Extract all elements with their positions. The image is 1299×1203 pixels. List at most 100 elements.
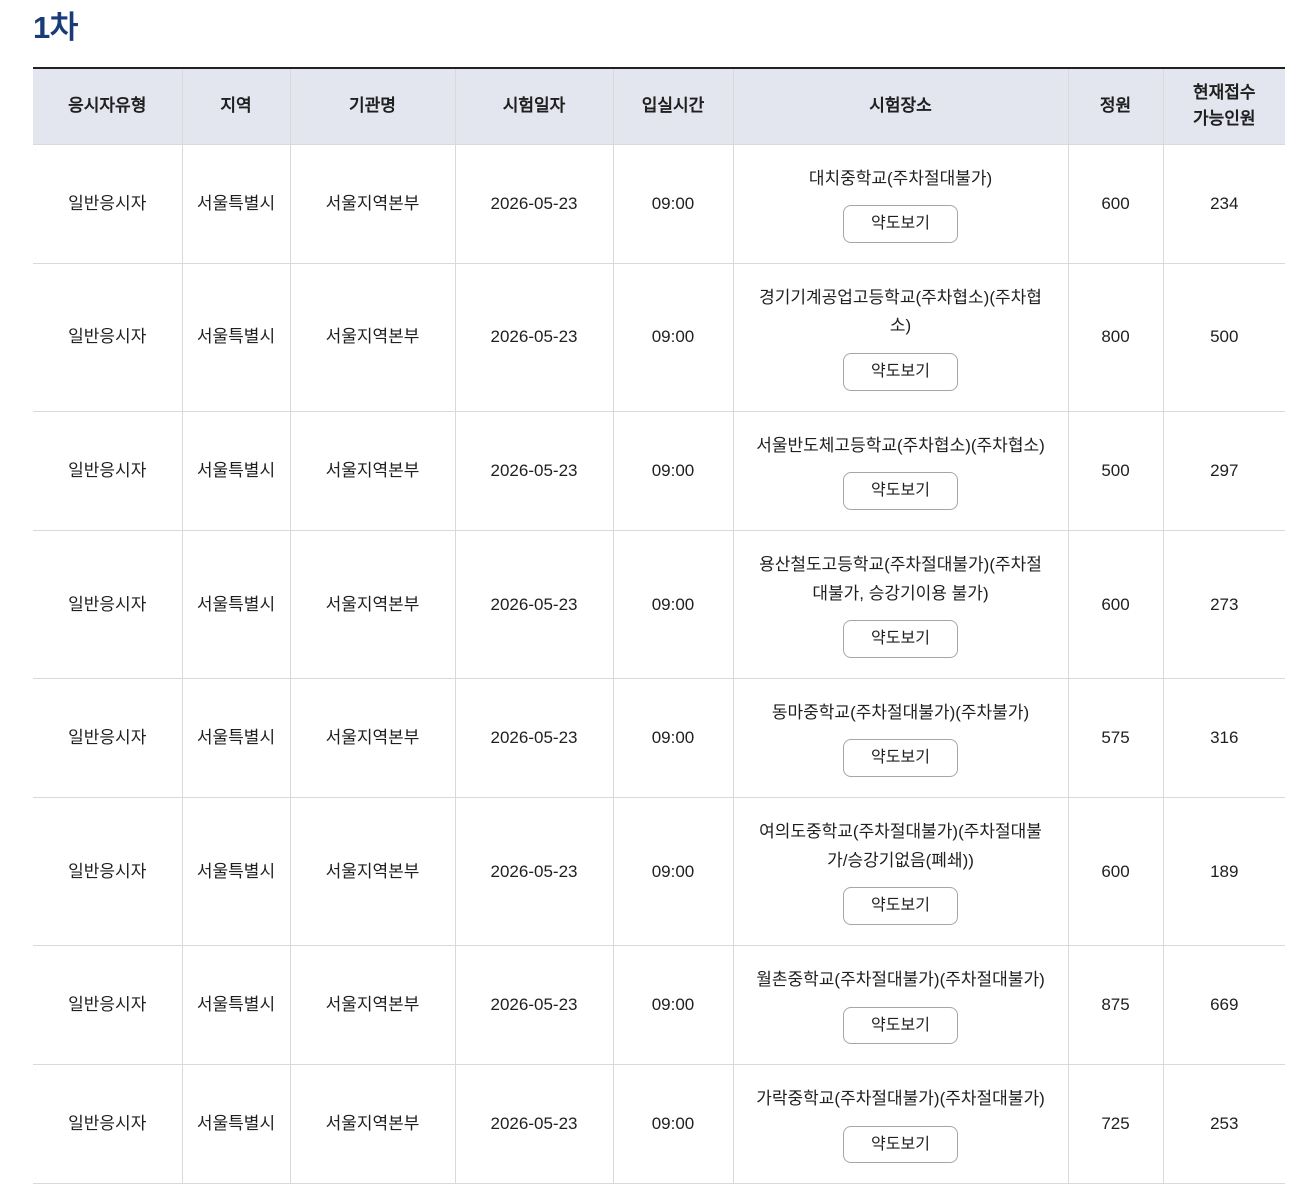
exam-location-name: 서울반도체고등학교(주차협소)(주차협소)	[756, 435, 1045, 455]
exam-location-name: 경기기계공업고등학교(주차협소)(주차협소)	[759, 287, 1042, 336]
cell-capacity: 600	[1067, 529, 1164, 679]
cell-exam-date: 2026-05-23	[454, 262, 614, 412]
cell-exam-date: 2026-05-23	[454, 796, 614, 946]
exam-location-name: 대치중학교(주차절대불가)	[808, 168, 993, 188]
cell-applicant-type: 일반응시자	[33, 944, 183, 1065]
cell-exam-location: 여의도중학교(주차절대불가)(주차절대불가/승강기없음(폐쇄)) 약도보기	[732, 796, 1069, 946]
cell-applicant-type: 일반응시자	[33, 410, 183, 531]
exam-location-name: 월촌중학교(주차절대불가)(주차절대불가)	[756, 969, 1045, 989]
table-header: 응시자유형 지역 기관명 시험일자 입실시간 시험장소 정원 현재접수 가능인원	[33, 68, 1285, 145]
cell-entry-time: 09:00	[612, 410, 734, 531]
map-view-button[interactable]: 약도보기	[843, 1125, 958, 1163]
table-row: 일반응시자 서울특별시 서울지역본부 2026-05-23 09:00 동마중학…	[33, 677, 1285, 798]
cell-organization: 서울지역본부	[289, 677, 456, 798]
cell-region: 서울특별시	[181, 529, 291, 679]
cell-organization: 서울지역본부	[289, 944, 456, 1065]
cell-organization: 서울지역본부	[289, 796, 456, 946]
cell-available: 189	[1162, 796, 1285, 946]
col-header-exam-location: 시험장소	[732, 68, 1069, 145]
cell-applicant-type: 일반응시자	[33, 796, 183, 946]
cell-region: 서울특별시	[181, 1063, 291, 1184]
header-row: 응시자유형 지역 기관명 시험일자 입실시간 시험장소 정원 현재접수 가능인원	[33, 68, 1285, 145]
exam-location-table: 응시자유형 지역 기관명 시험일자 입실시간 시험장소 정원 현재접수 가능인원…	[33, 67, 1285, 1184]
cell-capacity: 800	[1067, 262, 1164, 412]
cell-applicant-type: 일반응시자	[33, 529, 183, 679]
cell-exam-date: 2026-05-23	[454, 1063, 614, 1184]
map-view-button[interactable]: 약도보기	[843, 205, 958, 243]
cell-exam-location: 용산철도고등학교(주차절대불가)(주차절대불가, 승강기이용 불가) 약도보기	[732, 529, 1069, 679]
cell-organization: 서울지역본부	[289, 529, 456, 679]
col-header-exam-date: 시험일자	[454, 68, 614, 145]
cell-applicant-type: 일반응시자	[33, 1063, 183, 1184]
map-view-button[interactable]: 약도보기	[843, 1006, 958, 1044]
cell-entry-time: 09:00	[612, 944, 734, 1065]
cell-applicant-type: 일반응시자	[33, 262, 183, 412]
col-header-capacity: 정원	[1067, 68, 1164, 145]
cell-available: 297	[1162, 410, 1285, 531]
table-row: 일반응시자 서울특별시 서울지역본부 2026-05-23 09:00 여의도중…	[33, 796, 1285, 946]
cell-entry-time: 09:00	[612, 143, 734, 264]
cell-organization: 서울지역본부	[289, 262, 456, 412]
map-view-button[interactable]: 약도보기	[843, 887, 958, 925]
cell-region: 서울특별시	[181, 944, 291, 1065]
exam-location-name: 여의도중학교(주차절대불가)(주차절대불가/승강기없음(폐쇄))	[759, 821, 1042, 870]
cell-available: 316	[1162, 677, 1285, 798]
cell-entry-time: 09:00	[612, 677, 734, 798]
table-row: 일반응시자 서울특별시 서울지역본부 2026-05-23 09:00 가락중학…	[33, 1063, 1285, 1184]
table-row: 일반응시자 서울특별시 서울지역본부 2026-05-23 09:00 월촌중학…	[33, 944, 1285, 1065]
map-view-button[interactable]: 약도보기	[843, 353, 958, 391]
map-view-button[interactable]: 약도보기	[843, 739, 958, 777]
cell-organization: 서울지역본부	[289, 1063, 456, 1184]
col-header-entry-time: 입실시간	[612, 68, 734, 145]
exam-location-name: 가락중학교(주차절대불가)(주차절대불가)	[756, 1088, 1045, 1108]
cell-exam-date: 2026-05-23	[454, 944, 614, 1065]
cell-capacity: 500	[1067, 410, 1164, 531]
cell-region: 서울특별시	[181, 410, 291, 531]
cell-available: 253	[1162, 1063, 1285, 1184]
col-header-organization: 기관명	[289, 68, 456, 145]
cell-applicant-type: 일반응시자	[33, 677, 183, 798]
cell-available: 500	[1162, 262, 1285, 412]
cell-exam-date: 2026-05-23	[454, 143, 614, 264]
col-header-region: 지역	[181, 68, 291, 145]
exam-location-name: 용산철도고등학교(주차절대불가)(주차절대불가, 승강기이용 불가)	[759, 554, 1042, 603]
cell-region: 서울특별시	[181, 677, 291, 798]
map-view-button[interactable]: 약도보기	[843, 472, 958, 510]
cell-available: 273	[1162, 529, 1285, 679]
table-row: 일반응시자 서울특별시 서울지역본부 2026-05-23 09:00 대치중학…	[33, 143, 1285, 264]
cell-region: 서울특별시	[181, 143, 291, 264]
col-header-available: 현재접수 가능인원	[1162, 68, 1285, 145]
cell-capacity: 600	[1067, 796, 1164, 946]
cell-capacity: 875	[1067, 944, 1164, 1065]
cell-available: 669	[1162, 944, 1285, 1065]
map-view-button[interactable]: 약도보기	[843, 620, 958, 658]
cell-exam-location: 가락중학교(주차절대불가)(주차절대불가) 약도보기	[732, 1063, 1069, 1184]
col-header-applicant-type: 응시자유형	[33, 68, 183, 145]
cell-region: 서울특별시	[181, 796, 291, 946]
table-row: 일반응시자 서울특별시 서울지역본부 2026-05-23 09:00 경기기계…	[33, 262, 1285, 412]
cell-exam-location: 월촌중학교(주차절대불가)(주차절대불가) 약도보기	[732, 944, 1069, 1065]
page-title: 1차	[33, 10, 78, 45]
cell-exam-location: 대치중학교(주차절대불가) 약도보기	[732, 143, 1069, 264]
cell-exam-location: 동마중학교(주차절대불가)(주차불가) 약도보기	[732, 677, 1069, 798]
cell-exam-date: 2026-05-23	[454, 410, 614, 531]
cell-entry-time: 09:00	[612, 529, 734, 679]
cell-capacity: 600	[1067, 143, 1164, 264]
cell-exam-date: 2026-05-23	[454, 529, 614, 679]
cell-exam-date: 2026-05-23	[454, 677, 614, 798]
table-row: 일반응시자 서울특별시 서울지역본부 2026-05-23 09:00 서울반도…	[33, 410, 1285, 531]
cell-organization: 서울지역본부	[289, 410, 456, 531]
table-row: 일반응시자 서울특별시 서울지역본부 2026-05-23 09:00 용산철도…	[33, 529, 1285, 679]
cell-capacity: 575	[1067, 677, 1164, 798]
table-body: 일반응시자 서울특별시 서울지역본부 2026-05-23 09:00 대치중학…	[33, 143, 1285, 1184]
cell-exam-location: 서울반도체고등학교(주차협소)(주차협소) 약도보기	[732, 410, 1069, 531]
cell-exam-location: 경기기계공업고등학교(주차협소)(주차협소) 약도보기	[732, 262, 1069, 412]
cell-entry-time: 09:00	[612, 796, 734, 946]
cell-available: 234	[1162, 143, 1285, 264]
cell-organization: 서울지역본부	[289, 143, 456, 264]
cell-applicant-type: 일반응시자	[33, 143, 183, 264]
cell-capacity: 725	[1067, 1063, 1164, 1184]
cell-region: 서울특별시	[181, 262, 291, 412]
exam-location-name: 동마중학교(주차절대불가)(주차불가)	[771, 702, 1030, 722]
